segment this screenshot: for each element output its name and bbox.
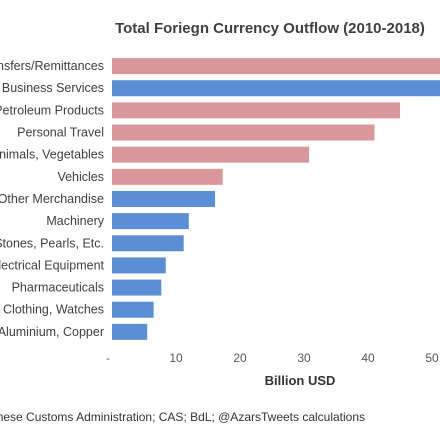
bar [112,279,162,296]
bar [112,301,154,318]
category-label: Business Services [2,81,104,95]
bar [112,102,400,119]
category-label: Pharmaceuticals [12,281,104,295]
category-label: Machinery [46,214,104,228]
x-tick-label: - [106,351,110,365]
x-tick-label: 30 [297,351,311,365]
source-note: Lebanese Customs Administration; CAS; Bd… [0,410,365,424]
bar [112,168,223,185]
x-tick-label: 50 [425,351,439,365]
bars-group [112,58,440,340]
x-tick-label: 20 [233,351,247,365]
bar [112,213,189,230]
bar [112,124,375,141]
bar [112,58,440,75]
category-label: Vehicles [57,170,104,184]
category-label: Personal Travel [17,126,104,140]
x-tick-labels: - 10 20 30 40 50 [106,351,439,365]
category-label: Electrical Equipment [0,258,105,272]
bar [112,146,310,163]
x-tick-label: 10 [169,351,183,365]
bar [112,257,166,274]
x-tick-label: 40 [361,351,375,365]
x-axis-title: Billion USD [265,373,336,388]
bar [112,190,216,207]
category-label: Clothing, Watches [3,303,104,317]
category-label: Transfers/Remittances [0,59,104,73]
category-label: Aluminium, Copper [0,325,104,339]
category-label: Other Merchandise [0,192,104,206]
category-label: Petroleum Products [0,103,104,117]
chart-title: Total Foriegn Currency Outflow (2010-201… [115,20,425,37]
category-label: Stones, Pearls, Etc. [0,236,104,250]
bar [112,323,148,340]
bar [112,235,184,252]
bar [112,80,440,97]
category-label: Animals, Vegetables [0,148,104,162]
category-labels: Transfers/Remittances Business Services Pe… [0,59,105,339]
